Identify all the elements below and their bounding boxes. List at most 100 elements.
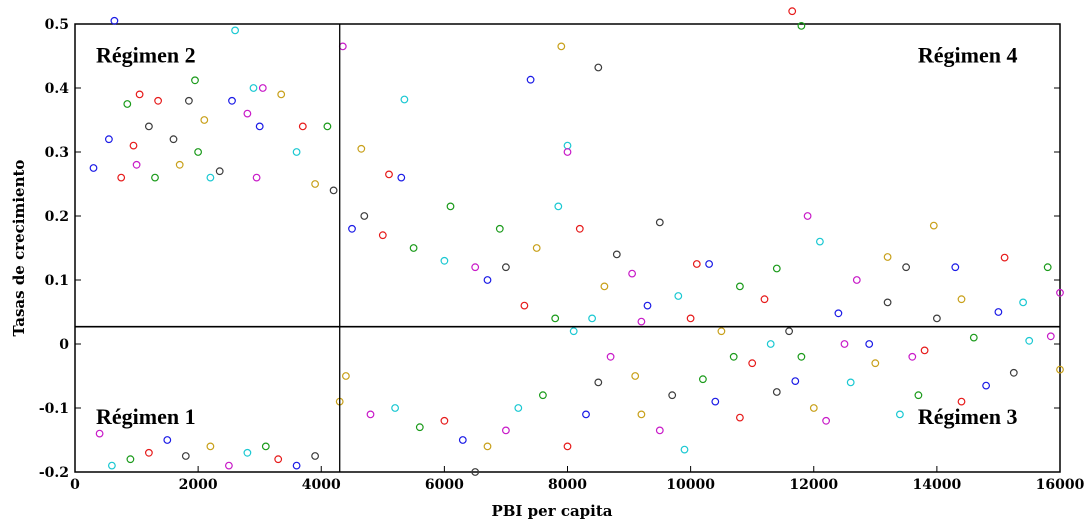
- data-point: [612, 250, 621, 259]
- regime-label: Régimen 3: [918, 404, 1018, 429]
- data-point: [446, 202, 455, 211]
- data-point: [551, 314, 560, 323]
- data-point: [600, 282, 609, 291]
- scatter-points: [89, 7, 1064, 476]
- data-point: [628, 269, 636, 278]
- data-point: [258, 84, 267, 92]
- y-tick-label: 0.5: [45, 17, 69, 33]
- data-point: [785, 327, 793, 336]
- data-point: [252, 173, 261, 182]
- data-point: [228, 96, 236, 105]
- y-axis-ticks: 0.5 0.4 0.3 0.2 0.1 0 -0.1 -0.2: [39, 17, 1060, 481]
- data-point: [865, 340, 874, 348]
- data-point: [163, 436, 172, 444]
- data-point: [215, 167, 224, 176]
- y-tick-label: 0.1: [45, 273, 69, 289]
- data-point: [594, 378, 603, 387]
- data-point: [126, 455, 135, 464]
- data-point: [311, 452, 320, 460]
- regime-labels: Régimen 2 Régimen 4 Régimen 1 Régimen 3: [96, 42, 1017, 429]
- data-point: [575, 224, 584, 233]
- data-point: [440, 256, 449, 265]
- plot-border: [74, 23, 1061, 473]
- data-point: [871, 359, 880, 368]
- data-point: [717, 327, 726, 336]
- data-point: [329, 186, 338, 195]
- data-point: [483, 442, 492, 451]
- data-point: [748, 359, 757, 368]
- data-point: [994, 308, 1003, 316]
- data-point: [772, 264, 781, 273]
- data-point: [1046, 332, 1055, 341]
- x-tick-label: 14000: [913, 477, 962, 493]
- data-point: [409, 244, 418, 252]
- data-point: [637, 410, 646, 419]
- data-point: [471, 468, 480, 476]
- data-point: [729, 352, 738, 361]
- data-point: [261, 442, 270, 451]
- data-point: [834, 309, 843, 318]
- data-point: [896, 410, 904, 419]
- x-tick-label: 16000: [1036, 477, 1085, 493]
- data-point: [563, 141, 572, 150]
- data-point: [357, 144, 366, 153]
- data-point: [89, 164, 98, 172]
- data-point: [323, 122, 332, 131]
- data-point: [637, 317, 646, 326]
- data-point: [514, 404, 523, 412]
- data-point: [154, 96, 163, 105]
- data-point: [292, 461, 301, 470]
- data-point: [736, 413, 744, 422]
- data-point: [95, 429, 104, 438]
- regime-label: Régimen 2: [96, 42, 196, 67]
- data-point: [692, 260, 701, 268]
- data-point: [117, 173, 126, 182]
- data-point: [883, 253, 892, 261]
- data-point: [705, 260, 713, 268]
- x-tick-label: 8000: [548, 477, 587, 493]
- data-point: [1056, 288, 1064, 297]
- data-point: [594, 63, 603, 72]
- data-point: [908, 352, 917, 361]
- data-point: [415, 423, 424, 432]
- data-point: [366, 410, 375, 419]
- data-point: [803, 212, 812, 220]
- data-point: [292, 148, 301, 156]
- data-point: [655, 426, 664, 435]
- data-point: [914, 391, 923, 400]
- data-point: [175, 160, 184, 169]
- data-point: [348, 224, 356, 233]
- data-point: [255, 122, 264, 131]
- data-point: [797, 22, 806, 30]
- data-point: [606, 352, 615, 361]
- data-point: [686, 314, 695, 323]
- regime-label: Régimen 4: [918, 42, 1018, 67]
- data-point: [342, 372, 350, 380]
- data-point: [736, 282, 744, 291]
- data-point: [563, 148, 572, 156]
- data-point: [440, 416, 449, 425]
- data-point: [539, 391, 547, 400]
- data-point: [274, 455, 283, 464]
- data-point: [674, 292, 683, 300]
- x-axis-ticks: 0 2000 4000 6000 8000 10000 12000 14000 16000: [70, 466, 1085, 493]
- data-point: [1019, 298, 1027, 307]
- x-tick-label: 10000: [666, 477, 715, 493]
- data-point: [760, 295, 769, 304]
- data-point: [1009, 368, 1018, 377]
- data-point: [655, 218, 664, 227]
- data-point: [982, 381, 990, 390]
- data-point: [957, 397, 966, 406]
- data-point: [129, 141, 138, 150]
- data-point: [151, 173, 159, 182]
- data-point: [298, 122, 307, 131]
- data-point: [471, 263, 480, 272]
- data-point: [397, 173, 406, 182]
- y-tick-label: 0.3: [45, 145, 69, 161]
- data-point: [184, 96, 193, 105]
- y-axis-label: Tasas de crecimiento: [10, 160, 28, 337]
- y-tick-label: 0: [59, 337, 69, 353]
- data-point: [902, 263, 910, 272]
- data-point: [243, 109, 252, 118]
